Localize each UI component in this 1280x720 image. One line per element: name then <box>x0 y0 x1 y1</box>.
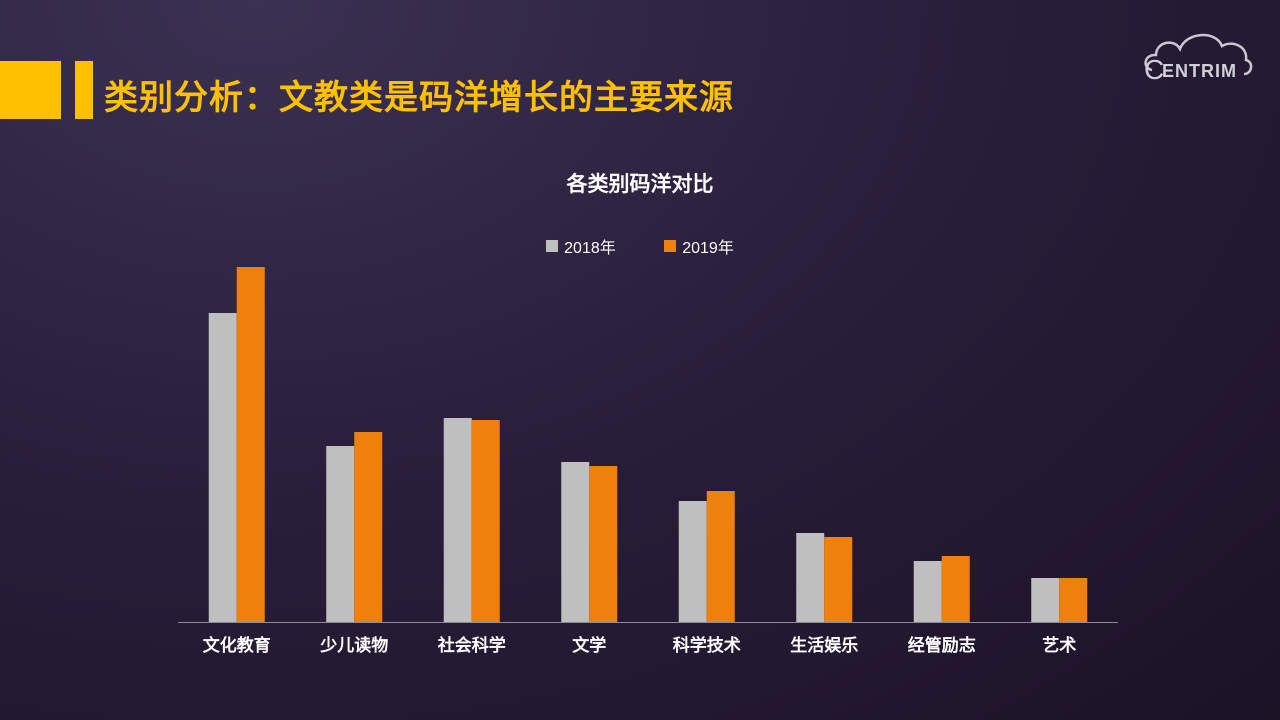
legend-swatch-2018 <box>546 240 559 252</box>
bar-2019-1 <box>354 432 383 622</box>
bar-2018-5 <box>796 533 825 622</box>
bar-2019-4 <box>706 491 735 622</box>
x-tick-label: 少儿读物 <box>319 635 388 655</box>
bar-2019-5 <box>824 537 853 622</box>
x-tick-label: 文化教育 <box>203 635 271 655</box>
chart-title: 各类别码洋对比 <box>566 173 714 196</box>
bar-2019-6 <box>941 556 970 622</box>
legend-label-2019: 2019年 <box>682 240 734 257</box>
centrim-logo: C ENTRIM <box>1144 33 1253 84</box>
bar-2019-3 <box>589 466 618 622</box>
bar-2019-0 <box>236 267 265 622</box>
x-tick-label: 经管励志 <box>908 635 976 655</box>
bar-2018-0 <box>208 313 237 622</box>
legend-item-2019: 2019年 <box>664 234 734 258</box>
bar-2018-1 <box>326 446 355 622</box>
accent-block <box>0 61 61 119</box>
x-tick-label: 艺术 <box>1042 635 1076 655</box>
chart-legend: 2018年 2019年 <box>0 234 1280 258</box>
bar-2018-6 <box>913 561 942 622</box>
legend-item-2018: 2018年 <box>546 234 616 258</box>
svg-text:ENTRIM: ENTRIM <box>1162 61 1237 81</box>
bar-2018-2 <box>443 418 472 622</box>
bar-2019-2 <box>471 420 500 622</box>
x-tick-label: 文学 <box>572 635 606 655</box>
bar-2019-7 <box>1059 578 1088 622</box>
slide-title: 类别分析：文教类是码洋增长的主要来源 <box>104 79 734 117</box>
bar-2018-3 <box>561 462 590 622</box>
x-tick-label: 社会科学 <box>437 635 506 655</box>
bar-2018-7 <box>1031 578 1060 622</box>
legend-label-2018: 2018年 <box>564 240 616 257</box>
x-tick-label: 生活娱乐 <box>790 635 858 655</box>
x-tick-label: 科学技术 <box>673 635 741 655</box>
legend-swatch-2019 <box>664 240 677 252</box>
svg-text:C: C <box>1144 54 1164 84</box>
accent-bar <box>75 61 93 119</box>
bar-2018-4 <box>678 501 707 622</box>
